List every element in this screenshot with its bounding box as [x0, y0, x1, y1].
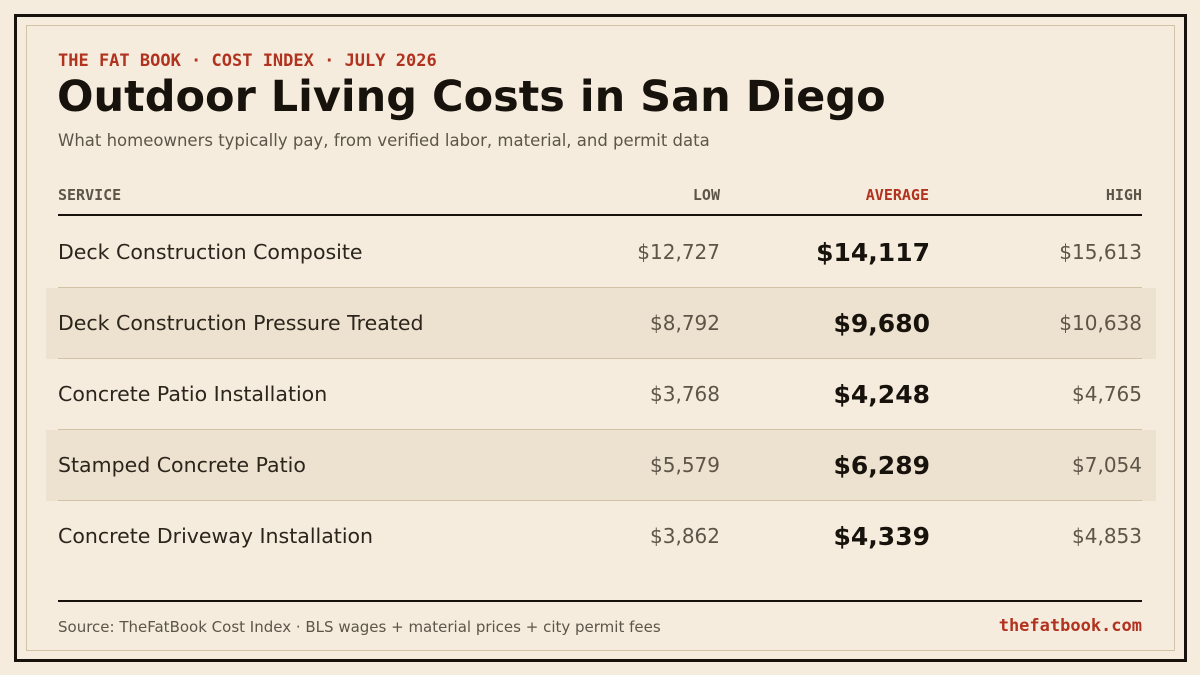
- outer-frame: [14, 14, 1187, 662]
- high-cost: $15,613: [1059, 240, 1142, 264]
- table-row: Deck Construction Pressure Treated $8,79…: [46, 288, 1156, 359]
- column-header-high: HIGH: [1105, 186, 1142, 204]
- page-title: Outdoor Living Costs in San Diego: [57, 72, 886, 122]
- average-cost: $14,117: [816, 238, 930, 267]
- service-name: Concrete Patio Installation: [58, 382, 328, 406]
- row-divider: [58, 358, 1142, 359]
- table-row: Concrete Driveway Installation $3,862 $4…: [46, 501, 1156, 572]
- row-divider: [58, 429, 1142, 430]
- table-row: Concrete Patio Installation $3,768 $4,24…: [46, 359, 1156, 430]
- site-link[interactable]: thefatbook.com: [998, 616, 1142, 636]
- service-name: Deck Construction Composite: [58, 240, 363, 264]
- average-cost: $4,339: [833, 522, 930, 551]
- service-name: Deck Construction Pressure Treated: [58, 311, 424, 335]
- column-header-average: AVERAGE: [865, 186, 929, 204]
- header-rule: [58, 214, 1142, 216]
- average-cost: $4,248: [833, 380, 930, 409]
- table-row: Deck Construction Composite $12,727 $14,…: [46, 217, 1156, 288]
- source-note: Source: TheFatBook Cost Index · BLS wage…: [58, 618, 661, 636]
- kicker: THE FAT BOOK · COST INDEX · JULY 2026: [58, 51, 437, 71]
- service-name: Stamped Concrete Patio: [58, 453, 306, 477]
- service-name: Concrete Driveway Installation: [58, 524, 374, 548]
- high-cost: $4,853: [1072, 524, 1142, 548]
- high-cost: $10,638: [1059, 311, 1142, 335]
- average-cost: $9,680: [833, 309, 930, 338]
- low-cost: $3,862: [650, 524, 720, 548]
- high-cost: $4,765: [1072, 382, 1142, 406]
- row-divider: [58, 500, 1142, 501]
- high-cost: $7,054: [1072, 453, 1142, 477]
- low-cost: $12,727: [637, 240, 720, 264]
- column-header-low: LOW: [692, 186, 720, 204]
- column-header-service: SERVICE: [58, 186, 122, 204]
- low-cost: $5,579: [650, 453, 720, 477]
- low-cost: $8,792: [650, 311, 720, 335]
- table-row: Stamped Concrete Patio $5,579 $6,289 $7,…: [46, 430, 1156, 501]
- footer-rule: [58, 600, 1142, 602]
- row-divider: [58, 287, 1142, 288]
- low-cost: $3,768: [650, 382, 720, 406]
- page-subtitle: What homeowners typically pay, from veri…: [58, 131, 710, 150]
- average-cost: $6,289: [833, 451, 930, 480]
- inner-frame: [26, 25, 1175, 651]
